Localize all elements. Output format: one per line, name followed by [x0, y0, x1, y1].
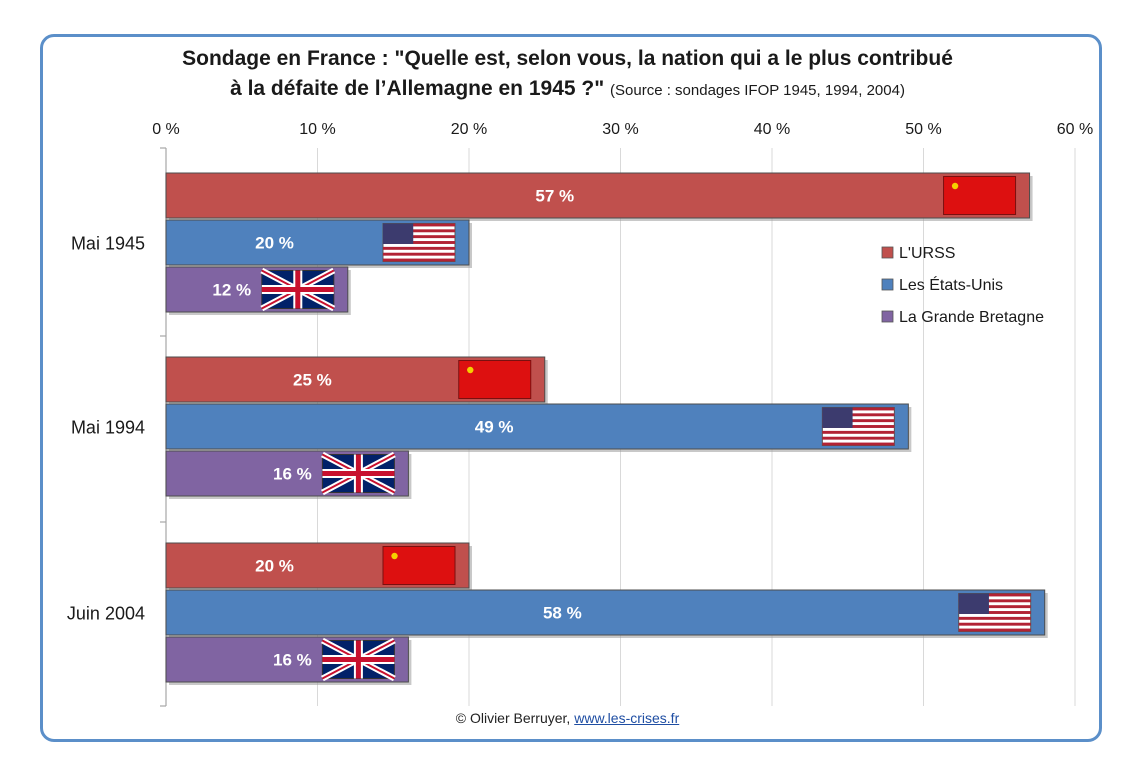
value-label: 12 %	[212, 281, 251, 300]
x-tick-label: 20 %	[451, 121, 487, 138]
uk-flag	[260, 267, 336, 312]
ussr-flag	[458, 360, 532, 399]
uk-flag	[320, 637, 396, 682]
title-line-1: Sondage en France : "Quelle est, selon v…	[182, 47, 953, 70]
legend-swatch	[881, 310, 894, 323]
value-label: 57 %	[535, 187, 574, 206]
value-label: 16 %	[273, 465, 312, 484]
legend-entry: Les États-Unis	[899, 275, 1003, 294]
usa-flag	[821, 407, 895, 446]
usa-flag	[958, 593, 1032, 632]
footer-link[interactable]: www.les-crises.fr	[574, 710, 680, 726]
legend-swatch	[881, 246, 894, 259]
value-label: 49 %	[475, 418, 514, 437]
uk-flag	[320, 451, 396, 496]
footer: © Olivier Berruyer, www.les-crises.fr	[0, 710, 1135, 726]
bar	[165, 403, 909, 450]
bar	[165, 172, 1031, 219]
ussr-flag	[382, 546, 456, 585]
legend-entry: L'URSS	[899, 245, 955, 262]
category-label: Mai 1994	[71, 418, 145, 438]
value-label: 20 %	[255, 557, 294, 576]
x-tick-label: 60 %	[1057, 121, 1093, 138]
chart-source: (Source : sondages IFOP 1945, 1994, 2004…	[610, 82, 905, 99]
x-tick-label: 10 %	[299, 121, 335, 138]
value-label: 25 %	[293, 371, 332, 390]
x-tick-label: 30 %	[602, 121, 638, 138]
ussr-flag	[943, 176, 1017, 215]
title-line-2: à la défaite de l’Allemagne en 1945 ?" (…	[0, 74, 1135, 106]
legend-entry: La Grande Bretagne	[899, 309, 1044, 326]
usa-flag	[382, 223, 456, 262]
bar	[165, 589, 1046, 636]
x-tick-label: 40 %	[754, 121, 790, 138]
value-label: 16 %	[273, 651, 312, 670]
title-line-2-text: à la défaite de l’Allemagne en 1945 ?"	[230, 77, 605, 100]
value-label: 58 %	[543, 604, 582, 623]
legend-swatch	[881, 278, 894, 291]
x-tick-label: 50 %	[905, 121, 941, 138]
x-tick-label: 0 %	[152, 121, 180, 138]
chart-title: Sondage en France : "Quelle est, selon v…	[0, 44, 1135, 106]
value-label: 20 %	[255, 234, 294, 253]
footer-credit: © Olivier Berruyer,	[455, 710, 571, 726]
category-label: Mai 1945	[71, 234, 145, 254]
category-label: Juin 2004	[67, 604, 145, 624]
